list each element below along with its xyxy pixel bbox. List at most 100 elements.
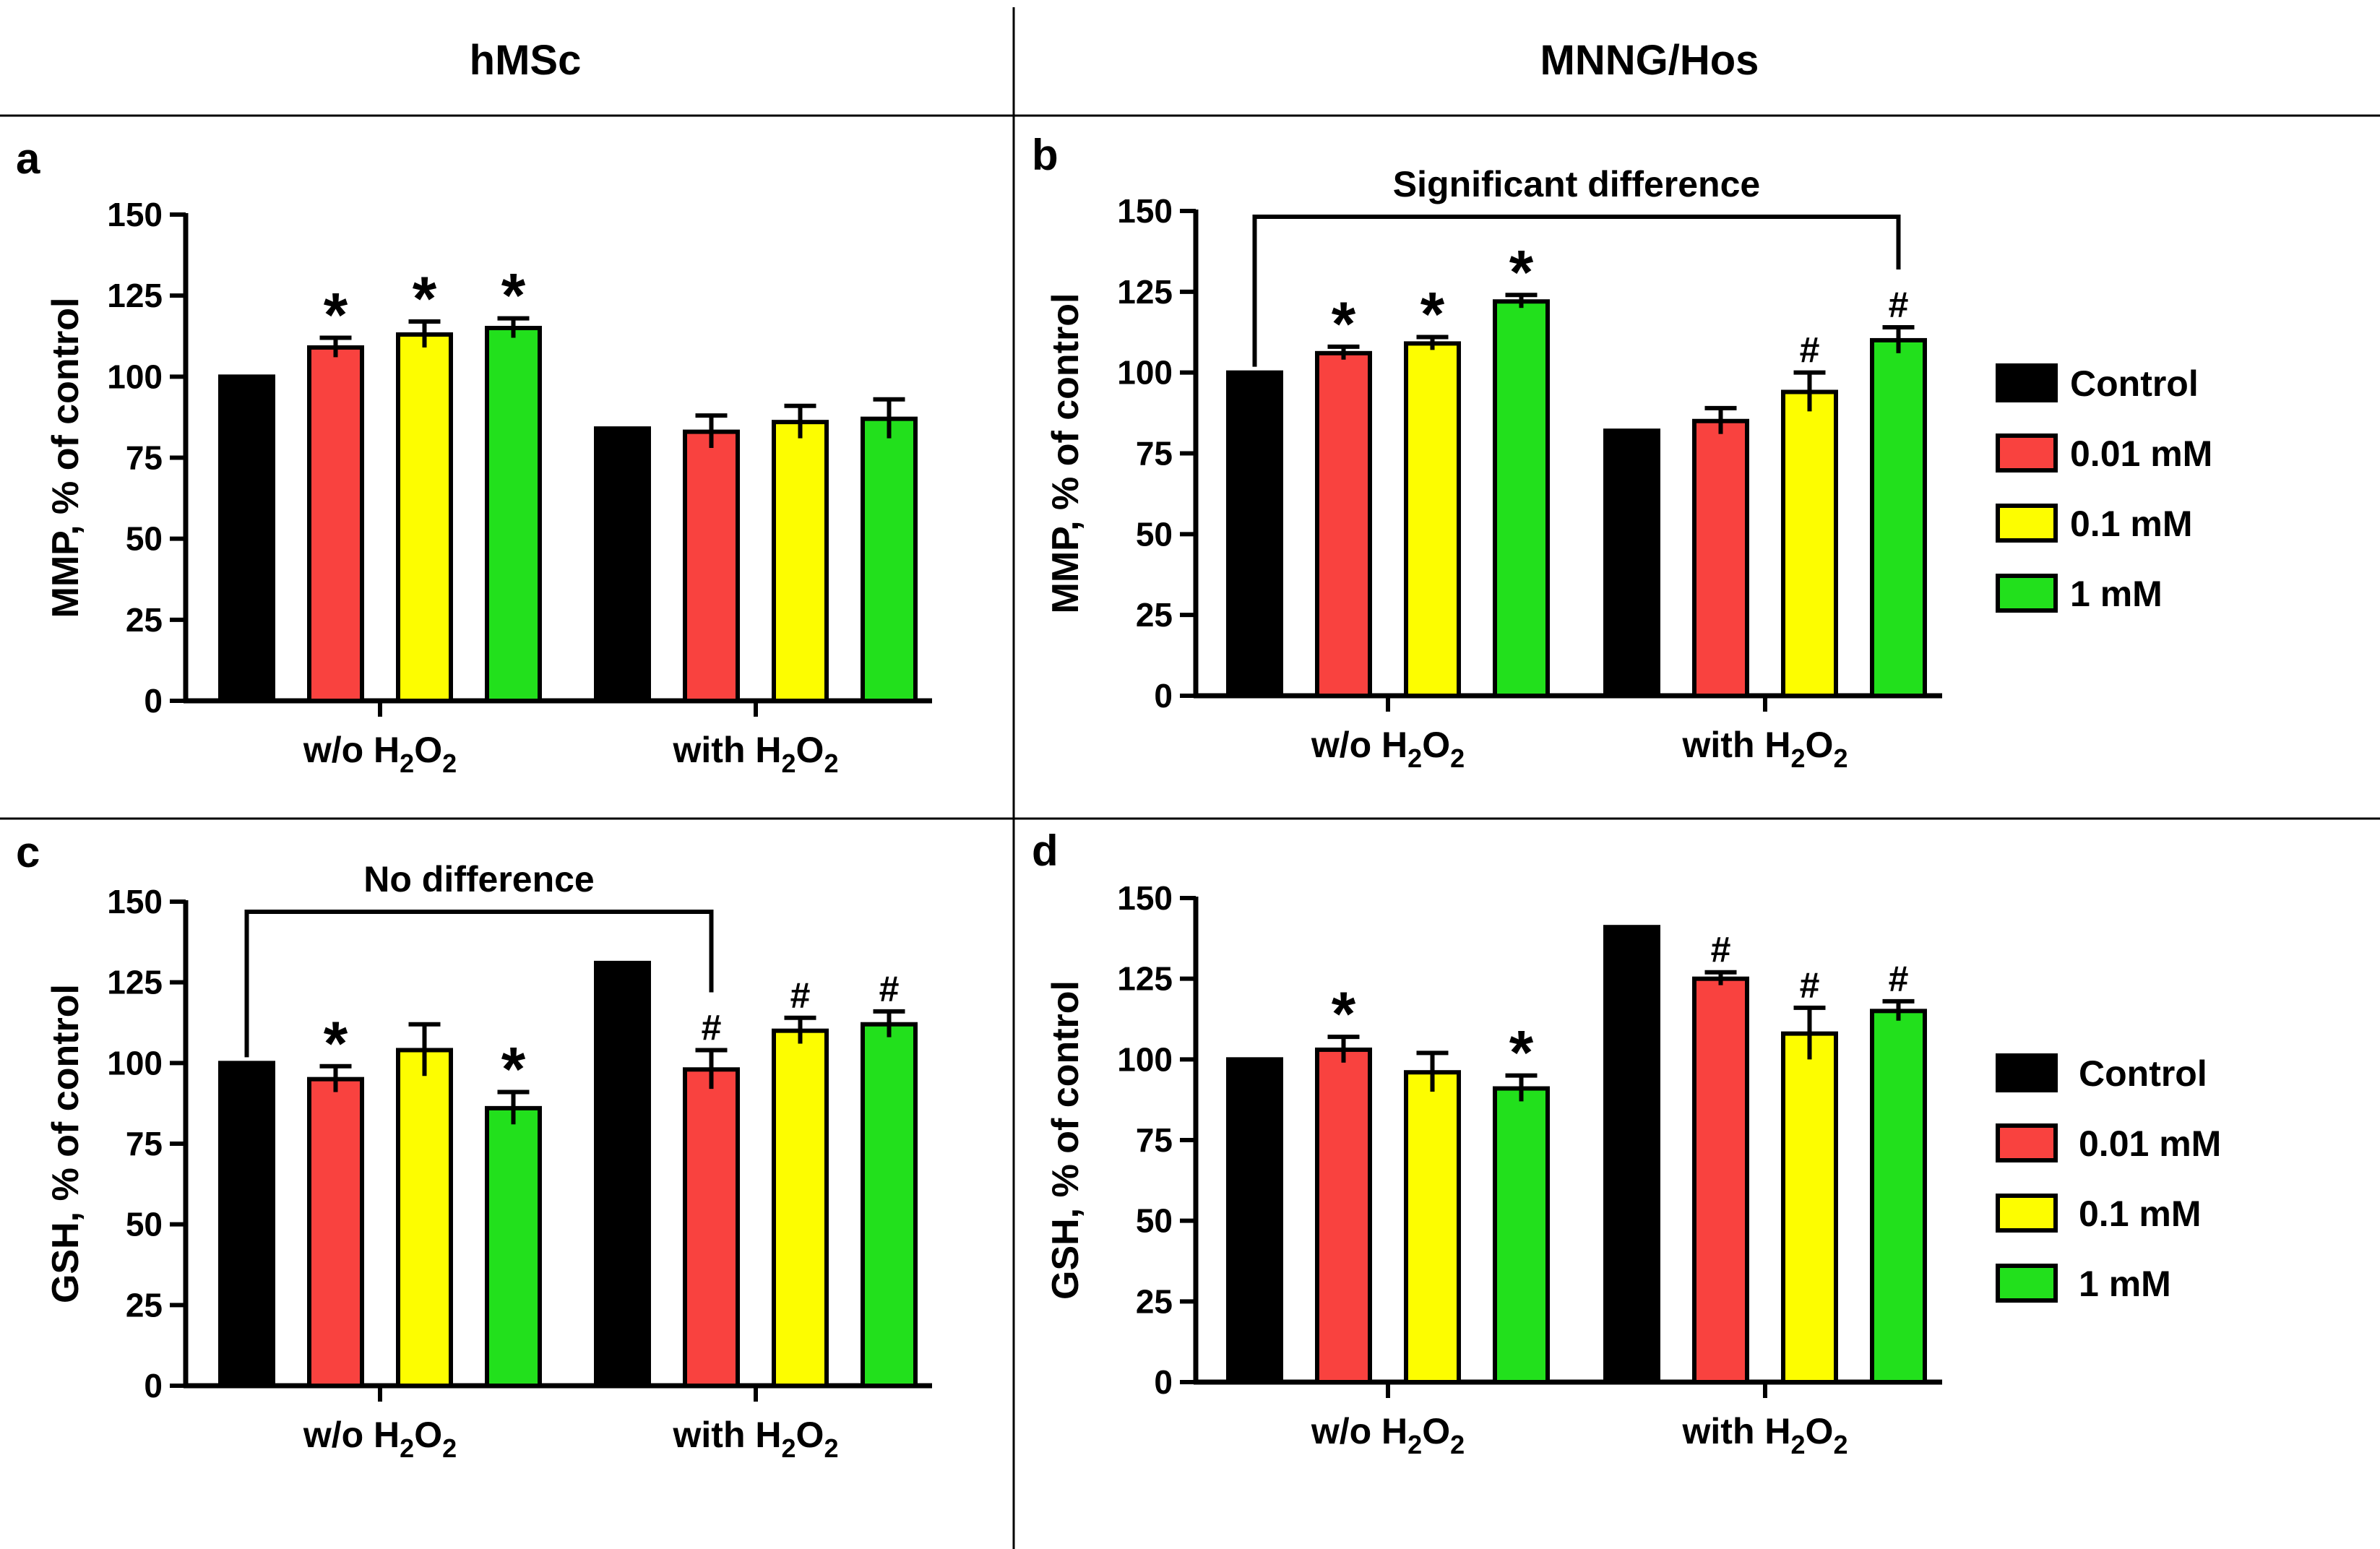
- significance-hash: #: [702, 1007, 722, 1048]
- bar: [1692, 976, 1749, 1384]
- legend-label: 1 mM: [2070, 574, 2163, 614]
- x-group-label: w/o H2O2: [1311, 725, 1465, 773]
- y-tick-label: 100: [1117, 354, 1173, 392]
- bar: [861, 1022, 918, 1388]
- bar: [683, 429, 740, 704]
- significance-star: *: [1332, 980, 1356, 1049]
- comparison-bracket: [244, 910, 714, 1058]
- y-tick-label: 125: [107, 964, 163, 1001]
- panel-letter: a: [16, 134, 40, 183]
- significance-hash: #: [1800, 965, 1820, 1006]
- x-group-label: with H2O2: [1682, 725, 1848, 773]
- y-tick-label: 125: [107, 277, 163, 314]
- bar: [307, 1076, 364, 1388]
- panel-letter: d: [1032, 827, 1059, 875]
- comparison-bracket: [1252, 215, 1901, 367]
- significance-star: *: [501, 1035, 526, 1105]
- significance-star: *: [1420, 280, 1445, 349]
- y-tick-label: 25: [126, 1286, 163, 1324]
- significance-hash: #: [1889, 285, 1909, 325]
- y-tick-label: 100: [107, 358, 163, 395]
- legend-swatch: [1996, 1264, 2058, 1303]
- significance-hash: #: [1889, 959, 1909, 999]
- y-axis-label: MMP, % of control: [1045, 293, 1087, 614]
- legend-label: 0.01 mM: [2070, 433, 2212, 474]
- y-tick-label: 125: [1117, 960, 1173, 998]
- y-tick-label: 100: [1117, 1040, 1173, 1078]
- legends: Control 0.01 mM 0.1 mM 1 mM Control 0.01 mM 0.…: [1996, 363, 2221, 1304]
- bar: [1603, 428, 1660, 698]
- bar: [772, 1028, 829, 1388]
- panels: a 0 25 50 75 100 125 150 MMP, % of control * * * w/o…: [16, 131, 1942, 1463]
- bar: [218, 1061, 275, 1389]
- bar: [1870, 337, 1927, 698]
- panel-a: a 0 25 50 75 100 125 150 MMP, % of control * * * w/o…: [16, 134, 932, 778]
- bar: [396, 332, 453, 703]
- significance-star: *: [501, 262, 526, 331]
- y-tick-label: 150: [1117, 192, 1173, 230]
- y-tick-label: 0: [1154, 677, 1173, 715]
- legend-swatch: [1996, 1123, 2058, 1162]
- y-axis-label: GSH, % of control: [45, 984, 87, 1303]
- bar: [1315, 1047, 1372, 1385]
- legend: Control 0.01 mM 0.1 mM 1 mM: [1996, 1053, 2221, 1304]
- bar: [485, 326, 542, 703]
- significance-star: *: [1509, 238, 1534, 307]
- bar: [861, 416, 918, 703]
- legend-label: 0.1 mM: [2070, 504, 2193, 544]
- y-tick-label: 150: [107, 883, 163, 920]
- bar: [396, 1048, 453, 1388]
- significance-star: *: [324, 1009, 348, 1079]
- significance-star: *: [1509, 1019, 1534, 1088]
- bar: [1692, 418, 1749, 698]
- y-tick-label: 25: [1136, 1282, 1173, 1320]
- bar: [594, 960, 651, 1389]
- y-tick-label: 75: [1136, 435, 1173, 473]
- bar: [683, 1067, 740, 1389]
- x-group-label: with H2O2: [673, 730, 839, 778]
- panel-letter: c: [16, 828, 40, 876]
- panel-d: d 0 25 50 75 100 125 150 GSH, % of control * * w/o …: [1032, 827, 1942, 1459]
- bar: [485, 1105, 542, 1389]
- bar: [772, 420, 829, 703]
- legend-label: Control: [2070, 363, 2199, 404]
- legend-swatch: [1996, 433, 2058, 473]
- y-axis-label: GSH, % of control: [1045, 980, 1087, 1300]
- bar: [594, 426, 651, 703]
- y-tick-label: 100: [107, 1044, 163, 1082]
- y-tick-label: 50: [126, 1206, 163, 1243]
- y-tick-label: 50: [126, 520, 163, 558]
- y-tick-label: 75: [1136, 1121, 1173, 1159]
- legend-label: 0.1 mM: [2079, 1194, 2202, 1234]
- bar: [1781, 389, 1838, 698]
- bar: [307, 345, 364, 703]
- significance-star: *: [1332, 290, 1356, 359]
- panel-b: b 0 25 50 75 100 125 150 MMP, % of control * * * w/o…: [1032, 131, 1942, 773]
- legend-swatch: [1996, 1194, 2058, 1233]
- legend-swatch: [1996, 504, 2058, 543]
- panel-c: c 0 25 50 75 100 125 150 GSH, % of control * * w/o …: [16, 828, 932, 1463]
- y-tick-label: 0: [144, 682, 163, 720]
- x-group-label: w/o H2O2: [303, 1415, 457, 1463]
- significance-hash: #: [1711, 930, 1731, 970]
- bracket-annotation: No difference: [363, 859, 595, 899]
- y-tick-label: 150: [107, 196, 163, 233]
- bar: [1226, 370, 1283, 699]
- significance-hash: #: [1800, 330, 1820, 371]
- significance-hash: #: [879, 969, 900, 1009]
- significance-star: *: [413, 264, 437, 334]
- x-group-label: with H2O2: [1682, 1411, 1848, 1459]
- bar: [1781, 1031, 1838, 1384]
- panel-letter: b: [1032, 131, 1059, 179]
- bar: [218, 374, 275, 703]
- legend-swatch: [1996, 574, 2058, 613]
- legend-label: Control: [2079, 1053, 2207, 1094]
- y-tick-label: 50: [1136, 515, 1173, 553]
- significance-hash: #: [790, 975, 811, 1016]
- x-group-label: w/o H2O2: [1311, 1411, 1465, 1459]
- legend-swatch: [1996, 1053, 2058, 1092]
- bar: [1493, 299, 1550, 698]
- legend-label: 1 mM: [2079, 1264, 2171, 1304]
- y-tick-label: 0: [1154, 1363, 1173, 1401]
